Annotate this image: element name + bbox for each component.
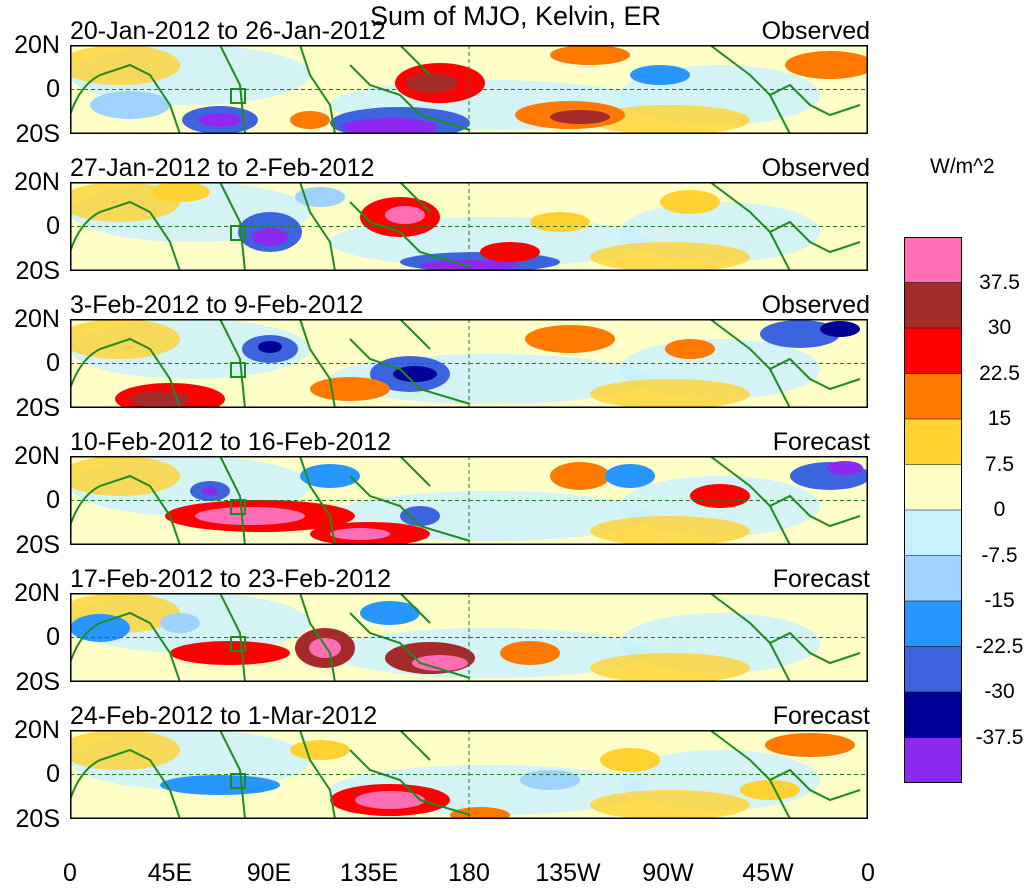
colorbar-swatch	[904, 373, 962, 420]
colorbar-label: -30	[984, 680, 1015, 703]
map-panel: 17-Feb-2012 to 23-Feb-2012 Forecast 20N 0 20…	[0, 565, 1031, 703]
colorbar-swatch	[904, 282, 962, 329]
lat-label: 0	[46, 75, 60, 103]
colorbar-swatch	[904, 555, 962, 602]
anomaly-map	[70, 593, 868, 682]
colorbar-swatch	[904, 646, 962, 693]
map-panel: 3-Feb-2012 to 9-Feb-2012 Observed 20N 0 20S	[0, 291, 1031, 429]
panel-date-range: 3-Feb-2012 to 9-Feb-2012	[70, 291, 364, 319]
lat-label: 20S	[15, 394, 60, 422]
colorbar-label: 7.5	[984, 452, 1015, 476]
panel-date-range: 17-Feb-2012 to 23-Feb-2012	[70, 565, 392, 593]
colorbar-swatch	[904, 510, 962, 556]
lat-label: 0	[46, 349, 60, 377]
colorbar-swatch	[904, 737, 962, 783]
colorbar-label: 37.5	[979, 270, 1020, 294]
lat-label: 20N	[14, 168, 60, 196]
lat-label: 20S	[15, 257, 60, 285]
lat-label: 20N	[14, 579, 60, 607]
colorbar-swatch	[904, 464, 962, 511]
lat-label: 20S	[15, 805, 60, 833]
colorbar-label: 30	[987, 316, 1012, 339]
panel-type-label: Forecast	[772, 565, 870, 593]
panel-type-label: Observed	[761, 154, 870, 182]
colorbar-swatch	[904, 237, 962, 283]
anomaly-map	[70, 45, 868, 134]
map-panel: 24-Feb-2012 to 1-Mar-2012 Forecast 20N 0 20S	[0, 702, 1031, 840]
lat-label: 0	[46, 486, 60, 514]
lon-label: 90E	[246, 859, 292, 887]
panel-date-range: 24-Feb-2012 to 1-Mar-2012	[70, 702, 378, 730]
panel-date-range: 27-Jan-2012 to 2-Feb-2012	[70, 154, 375, 182]
colorbar-swatch	[904, 419, 962, 465]
lon-label: 0	[861, 859, 875, 887]
lat-label: 20N	[14, 31, 60, 59]
colorbar-label: -15	[984, 589, 1015, 612]
colorbar-label: -37.5	[975, 725, 1024, 749]
lon-label: 180	[448, 859, 490, 887]
panel-date-range: 10-Feb-2012 to 16-Feb-2012	[70, 428, 392, 456]
lat-label: 0	[46, 623, 60, 651]
colorbar	[904, 237, 962, 783]
lon-label: 135E	[339, 859, 399, 887]
lon-label: 45W	[742, 859, 794, 887]
lat-label: 20S	[15, 531, 60, 559]
colorbar-unit: W/m^2	[930, 155, 995, 178]
colorbar-label: -22.5	[975, 634, 1024, 658]
anomaly-map	[70, 456, 868, 545]
map-panel: 20-Jan-2012 to 26-Jan-2012 Observed 20N 0 20…	[0, 17, 1031, 155]
panel-type-label: Forecast	[772, 428, 870, 456]
figure-title: Sum of MJO, Kelvin, ER	[369, 1, 662, 31]
panel-type-label: Observed	[761, 17, 870, 45]
anomaly-map	[70, 730, 868, 819]
anomaly-map	[70, 319, 868, 408]
lon-label: 45E	[147, 859, 193, 887]
lat-label: 20S	[15, 120, 60, 148]
colorbar-label: -7.5	[981, 543, 1018, 567]
lat-label: 20N	[14, 305, 60, 333]
map-panel: 27-Jan-2012 to 2-Feb-2012 Observed 20N 0 20S	[0, 154, 1031, 292]
lon-label: 0	[63, 859, 77, 887]
panel-date-range: 20-Jan-2012 to 26-Jan-2012	[70, 17, 386, 45]
lon-label: 90W	[642, 859, 694, 887]
panel-type-label: Observed	[761, 291, 870, 319]
anomaly-map	[70, 182, 868, 271]
lat-label: 20N	[14, 442, 60, 470]
colorbar-swatch	[904, 692, 962, 738]
lat-label: 0	[46, 760, 60, 788]
panel-type-label: Forecast	[772, 702, 870, 730]
colorbar-label: 15	[987, 407, 1012, 430]
lat-label: 20S	[15, 668, 60, 696]
colorbar-label: 0	[993, 498, 1006, 521]
colorbar-label: 22.5	[979, 361, 1020, 385]
lat-label: 20N	[14, 716, 60, 744]
colorbar-swatch	[904, 601, 962, 647]
lat-label: 0	[46, 212, 60, 240]
map-panel: 10-Feb-2012 to 16-Feb-2012 Forecast 20N 0 20…	[0, 428, 1031, 566]
lon-label: 135W	[535, 859, 601, 887]
colorbar-swatch	[904, 328, 962, 374]
